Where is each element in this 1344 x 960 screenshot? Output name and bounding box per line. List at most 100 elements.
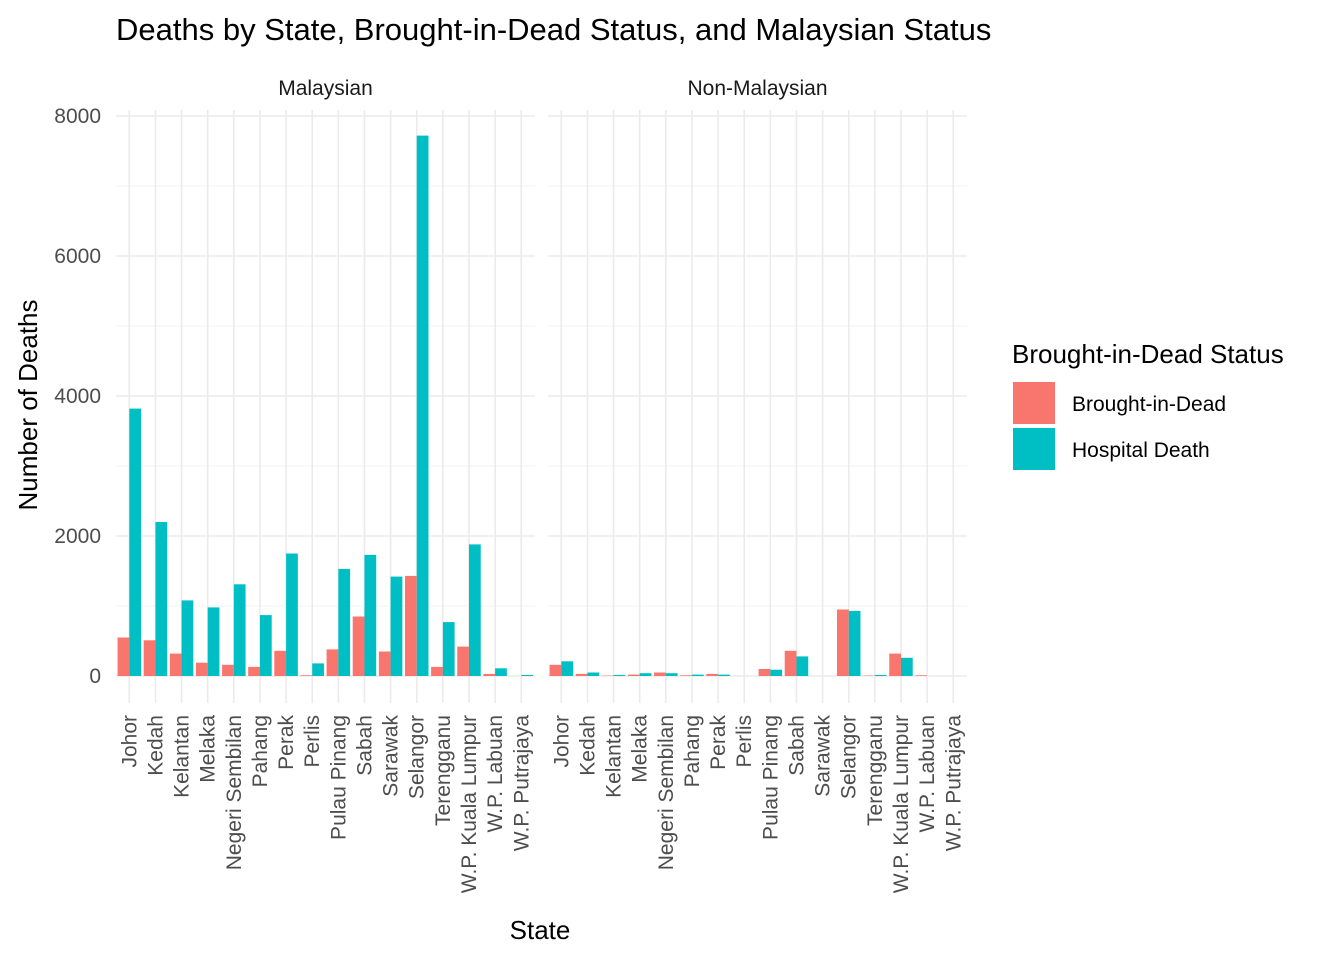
bar-malaysian-hospital-death	[416, 135, 429, 677]
bar-non-malaysian-hospital-death	[561, 661, 574, 676]
bar-malaysian-hospital-death	[155, 522, 168, 676]
x-tick-label: Negeri Sembilan	[655, 715, 678, 870]
legend: Brought-in-Dead Status Brought-in-Dead Ho…	[1012, 339, 1284, 470]
chart-title: Deaths by State, Brought-in-Dead Status,…	[116, 12, 991, 47]
y-axis: 0 2000 4000 6000 8000	[54, 105, 101, 688]
x-tick-label: W.P. Putrajaya	[942, 715, 965, 852]
bar-malaysian-brought-in-dead	[404, 575, 417, 676]
x-tick-label: Kelantan	[171, 715, 194, 798]
x-tick-label: W.P. Labuan	[484, 715, 507, 833]
y-tick-label: 0	[89, 665, 101, 688]
x-tick-label: W.P. Putrajaya	[510, 715, 533, 852]
bar-malaysian-hospital-death	[207, 607, 220, 676]
x-tick-label: Terengganu	[432, 715, 455, 826]
bar-malaysian-brought-in-dead	[483, 673, 496, 676]
bar-malaysian-brought-in-dead	[326, 649, 339, 676]
x-tick-label: Perak	[707, 715, 730, 770]
x-tick-label: Negeri Sembilan	[223, 715, 246, 870]
bar-non-malaysian-hospital-death	[770, 669, 783, 676]
bar-malaysian-hospital-death	[181, 600, 194, 676]
bar-malaysian-brought-in-dead	[378, 651, 391, 676]
x-tick-label: Kedah	[144, 715, 167, 776]
bar-non-malaysian-hospital-death	[691, 674, 704, 676]
x-tick-label: Pahang	[249, 715, 272, 787]
bar-malaysian-brought-in-dead	[117, 637, 130, 676]
x-tick-label: Melaka	[197, 715, 220, 783]
legend-label: Brought-in-Dead	[1072, 393, 1226, 416]
x-tick-label: Johor	[118, 715, 141, 768]
x-tick-label: Kelantan	[603, 715, 626, 798]
y-tick-label: 6000	[54, 245, 101, 268]
y-tick-label: 8000	[54, 105, 101, 128]
bar-malaysian-brought-in-dead	[222, 664, 234, 676]
bar-non-malaysian-hospital-death	[613, 674, 626, 676]
bar-malaysian-brought-in-dead	[169, 653, 182, 676]
bar-malaysian-brought-in-dead	[143, 640, 156, 676]
bar-malaysian-brought-in-dead	[300, 675, 313, 676]
bar-malaysian-brought-in-dead	[195, 662, 208, 676]
x-tick-label: Pulau Pinang	[759, 715, 782, 840]
bar-malaysian-hospital-death	[259, 615, 272, 676]
facet-strip-label: Non-Malaysian	[687, 77, 827, 100]
bar-malaysian-hospital-death	[390, 576, 403, 676]
bar-malaysian-hospital-death	[521, 674, 533, 676]
bar-malaysian-brought-in-dead	[352, 616, 365, 676]
bar-non-malaysian-brought-in-dead	[680, 675, 692, 676]
x-tick-label: Kedah	[576, 715, 599, 776]
x-tick-label: Sarawak	[380, 715, 403, 797]
x-tick-label: Perlis	[301, 715, 324, 768]
bar-non-malaysian-brought-in-dead	[706, 673, 719, 676]
bar-malaysian-brought-in-dead	[457, 646, 469, 676]
bar-non-malaysian-hospital-death	[587, 672, 600, 676]
bar-malaysian-hospital-death	[338, 568, 351, 676]
bar-non-malaysian-brought-in-dead	[889, 653, 901, 676]
x-tick-label: Selangor	[406, 715, 429, 799]
x-tick-label: Johor	[550, 715, 573, 768]
bar-malaysian-hospital-death	[129, 408, 142, 676]
legend-items: Brought-in-Dead Hospital Death	[1013, 382, 1226, 470]
legend-title: Brought-in-Dead Status	[1012, 339, 1284, 369]
legend-key-hospital-death	[1013, 428, 1055, 470]
bar-malaysian-brought-in-dead	[431, 666, 443, 676]
bar-malaysian-hospital-death	[312, 663, 324, 676]
x-tick-label: Melaka	[629, 715, 652, 783]
x-tick-label: W.P. Kuala Lumpur	[890, 715, 913, 893]
bar-malaysian-hospital-death	[233, 584, 246, 676]
legend-label: Hospital Death	[1072, 439, 1210, 462]
bar-non-malaysian-hospital-death	[900, 657, 913, 676]
bar-malaysian-hospital-death	[364, 554, 377, 676]
facet-panel-1: Non-Malaysian Johor Kedah Kelantan Melaka Neg…	[548, 77, 967, 893]
bar-non-malaysian-hospital-death	[639, 673, 652, 676]
x-tick-label: Selangor	[838, 715, 861, 799]
bar-malaysian-hospital-death	[468, 544, 481, 676]
bar-non-malaysian-brought-in-dead	[915, 675, 928, 676]
bar-non-malaysian-brought-in-dead	[549, 664, 562, 676]
y-tick-label: 2000	[54, 525, 101, 548]
x-tick-label: Perak	[275, 715, 298, 770]
bar-non-malaysian-brought-in-dead	[627, 674, 640, 676]
facet-strip-label: Malaysian	[278, 77, 373, 100]
bar-malaysian-brought-in-dead	[274, 650, 287, 676]
x-tick-label: Pulau Pinang	[327, 715, 350, 840]
x-tick-label: Terengganu	[864, 715, 887, 826]
y-tick-label: 4000	[54, 385, 101, 408]
bar-malaysian-hospital-death	[286, 553, 298, 676]
bar-non-malaysian-hospital-death	[796, 656, 809, 676]
x-tick-label: Perlis	[733, 715, 756, 768]
bar-non-malaysian-hospital-death	[874, 674, 887, 676]
x-tick-label: Sabah	[785, 715, 808, 776]
x-tick-label: W.P. Kuala Lumpur	[458, 715, 481, 893]
legend-key-brought-in-dead	[1013, 382, 1055, 424]
bar-malaysian-hospital-death	[442, 622, 455, 676]
bar-malaysian-hospital-death	[495, 668, 507, 676]
facet-panel-0: Malaysian Johor Kedah Kelantan Melaka Negeri …	[116, 77, 535, 893]
bar-non-malaysian-brought-in-dead	[654, 672, 666, 676]
bar-non-malaysian-hospital-death	[718, 674, 730, 676]
x-tick-label: Pahang	[681, 715, 704, 787]
bar-non-malaysian-hospital-death	[665, 673, 678, 676]
bar-non-malaysian-brought-in-dead	[836, 609, 849, 676]
x-axis-title: State	[510, 915, 571, 945]
x-tick-label: Sarawak	[812, 715, 835, 797]
